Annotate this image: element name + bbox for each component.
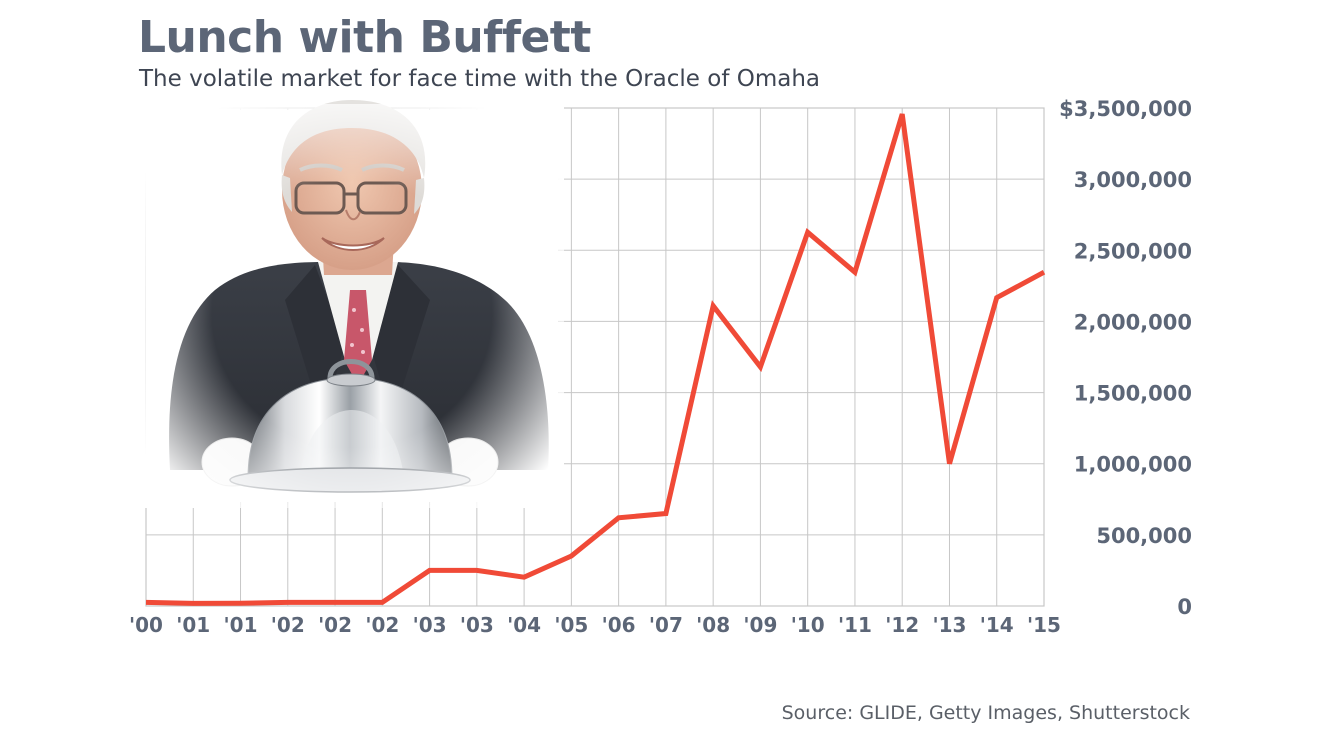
y-tick-label: 2,500,000 bbox=[1074, 239, 1192, 263]
x-axis-ticks: '00 '01 '01 '02 '02 '02 '03 '03 '04 '05 '06 '07 '08 '… bbox=[129, 613, 1061, 637]
y-tick-label: 1,500,000 bbox=[1074, 382, 1192, 406]
y-tick-label: 0 bbox=[1177, 595, 1192, 619]
x-tick-label: '02 bbox=[318, 613, 352, 637]
y-tick-label: $3,500,000 bbox=[1059, 97, 1192, 121]
x-tick-label: '09 bbox=[743, 613, 777, 637]
series-line bbox=[145, 113, 1046, 606]
y-tick-label: 500,000 bbox=[1096, 524, 1192, 548]
x-tick-label: '10 bbox=[791, 613, 825, 637]
buffett-photo bbox=[140, 100, 564, 508]
y-tick-label: 1,000,000 bbox=[1074, 453, 1192, 477]
y-tick-label: 2,000,000 bbox=[1074, 310, 1192, 334]
x-tick-label: '02 bbox=[365, 613, 399, 637]
y-tick-label: 3,000,000 bbox=[1074, 168, 1192, 192]
x-tick-label: '01 bbox=[176, 613, 210, 637]
x-tick-label: '03 bbox=[460, 613, 494, 637]
x-tick-label: '05 bbox=[554, 613, 588, 637]
x-tick-label: '07 bbox=[649, 613, 683, 637]
chart-subtitle: The volatile market for face time with t… bbox=[139, 66, 821, 92]
source-note: Source: GLIDE, Getty Images, Shutterstoc… bbox=[781, 702, 1190, 724]
x-tick-label: '01 bbox=[224, 613, 258, 637]
x-tick-label: '02 bbox=[271, 613, 305, 637]
x-tick-label: '04 bbox=[507, 613, 541, 637]
chart-title: Lunch with Buffett bbox=[138, 12, 591, 63]
x-tick-label: '06 bbox=[602, 613, 636, 637]
x-tick-label: '00 bbox=[129, 613, 163, 637]
x-tick-label: '15 bbox=[1027, 613, 1061, 637]
x-tick-label: '03 bbox=[413, 613, 447, 637]
y-axis-ticks: 0 500,000 1,000,000 1,500,000 2,000,000 2,500… bbox=[1059, 97, 1192, 619]
series-layer bbox=[145, 113, 1046, 606]
x-tick-label: '12 bbox=[885, 613, 919, 637]
x-tick-label: '08 bbox=[696, 613, 730, 637]
x-tick-label: '11 bbox=[838, 613, 872, 637]
x-tick-label: '13 bbox=[932, 613, 966, 637]
x-tick-label: '14 bbox=[980, 613, 1014, 637]
